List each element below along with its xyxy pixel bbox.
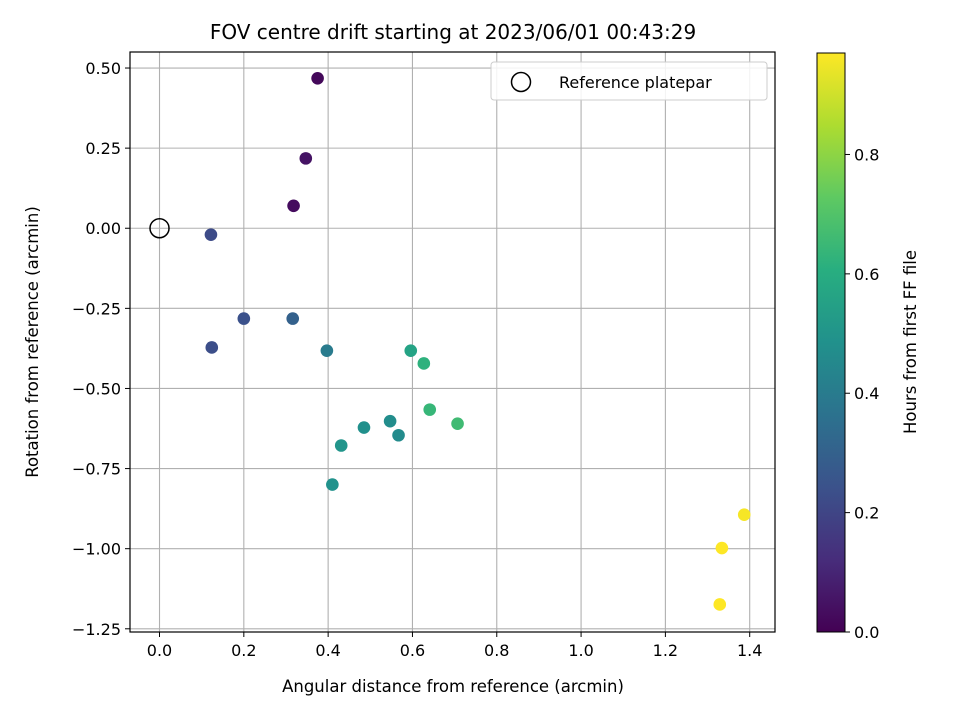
- data-point: [326, 478, 339, 491]
- colorbar-tick-label: 0.8: [854, 145, 879, 164]
- reference-point-marker: [149, 217, 170, 239]
- scatter-points: [204, 71, 751, 611]
- x-tick-label: 0.8: [484, 641, 509, 660]
- colorbar-tick-label: 0.4: [854, 384, 879, 403]
- data-point: [417, 357, 431, 370]
- colorbar-tick-label: 0.2: [854, 504, 879, 523]
- x-tick-label: 1.2: [653, 641, 678, 660]
- y-tick-label: 0.00: [85, 219, 121, 238]
- y-tick-label: −1.25: [72, 620, 121, 639]
- y-tick-label: −0.25: [72, 299, 121, 318]
- data-point: [383, 414, 397, 428]
- colorbar: 0.0 0.2 0.4 0.6 0.8 Hours from first FF file: [816, 52, 920, 642]
- data-point: [286, 312, 300, 325]
- data-point: [287, 199, 300, 213]
- x-axis-ticks: 0.0 0.2 0.4 0.6 0.8 1.0 1.2 1.4: [147, 632, 762, 660]
- data-point: [320, 344, 334, 357]
- legend: Reference platepar: [490, 61, 768, 101]
- legend-box: [490, 61, 768, 101]
- y-tick-label: −1.00: [72, 540, 121, 559]
- x-tick-label: 0.2: [231, 641, 256, 660]
- x-tick-label: 0.6: [400, 641, 425, 660]
- x-tick-label: 1.4: [737, 641, 762, 660]
- grid: [130, 52, 775, 632]
- data-point: [311, 71, 324, 85]
- data-point: [451, 417, 464, 431]
- y-tick-label: −0.75: [72, 460, 121, 479]
- data-point: [204, 228, 218, 241]
- data-point: [737, 508, 751, 522]
- x-tick-label: 0.0: [147, 641, 172, 660]
- colorbar-gradient: [816, 52, 846, 633]
- reference-marker-group: [149, 217, 170, 239]
- chart-title: FOV centre drift starting at 2023/06/01 …: [210, 20, 696, 44]
- x-tick-label: 0.4: [315, 641, 340, 660]
- legend-marker: [510, 71, 532, 93]
- data-point: [334, 439, 348, 452]
- data-point: [205, 341, 219, 354]
- data-point: [357, 421, 371, 434]
- data-point: [713, 598, 727, 611]
- legend-label: Reference platepar: [559, 73, 712, 92]
- x-axis-label: Angular distance from reference (arcmin): [282, 677, 624, 696]
- x-tick-label: 1.0: [568, 641, 593, 660]
- y-tick-label: −0.50: [72, 379, 121, 398]
- colorbar-tick-label: 0.0: [854, 623, 879, 642]
- colorbar-label: Hours from first FF file: [901, 250, 920, 434]
- data-point: [715, 541, 729, 555]
- colorbar-ticks: 0.0 0.2 0.4 0.6 0.8: [845, 145, 879, 642]
- plot-frame: [129, 51, 776, 633]
- data-point: [237, 312, 251, 325]
- data-point: [299, 152, 313, 165]
- y-tick-label: 0.50: [85, 59, 121, 78]
- data-point: [404, 344, 418, 357]
- data-point: [423, 403, 437, 416]
- y-axis-ticks: 0.50 0.25 0.00 −0.25 −0.50 −0.75 −1.00 −1.25: [72, 59, 130, 639]
- y-tick-label: 0.25: [85, 139, 121, 158]
- colorbar-tick-label: 0.6: [854, 265, 879, 284]
- y-axis-label: Rotation from reference (arcmin): [23, 206, 42, 478]
- data-point: [392, 428, 405, 442]
